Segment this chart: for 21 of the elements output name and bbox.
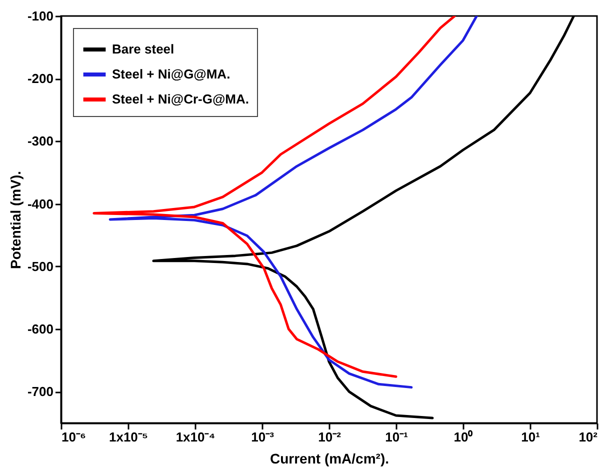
- legend-label: Bare steel: [112, 42, 174, 56]
- legend-label: Steel + Ni@G@MA.: [112, 66, 230, 82]
- y-tick-label: -100: [27, 8, 54, 24]
- x-axis-title: Current (mA/cm²).: [270, 450, 390, 466]
- x-tick-label: 1x10⁻⁴: [176, 430, 216, 444]
- legend-label: Steel + Ni@Cr-G@MA.: [112, 92, 249, 106]
- x-tick-label: 10²: [578, 430, 598, 444]
- x-tick-label: 10⁻¹: [385, 430, 408, 444]
- x-tick-label: 10⁻²: [318, 430, 342, 444]
- y-tick-label: -200: [27, 71, 54, 86]
- x-tick-label: 10⁰: [454, 430, 474, 444]
- y-axis-title: Potential (mV).: [7, 170, 24, 270]
- x-tick-label: 10¹: [521, 430, 540, 444]
- y-tick-label: -700: [27, 384, 54, 400]
- y-tick-label: -400: [27, 196, 54, 212]
- y-tick-label: -600: [27, 322, 54, 337]
- x-tick-label: 10⁻³: [251, 430, 275, 444]
- x-tick-label: 10⁻⁶: [62, 430, 86, 444]
- x-tick-label: 1x10⁻⁵: [108, 430, 148, 444]
- y-tick-label: -300: [27, 134, 54, 149]
- y-tick-label: -500: [27, 258, 54, 274]
